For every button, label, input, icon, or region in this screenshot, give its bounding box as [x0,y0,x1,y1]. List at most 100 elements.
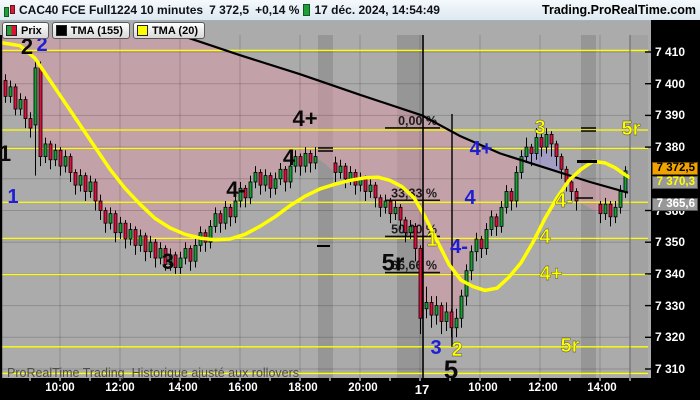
bull-candle [469,251,474,272]
tma20-swatch-icon [136,25,148,36]
bull-candle [434,305,439,316]
bull-candle [108,213,113,224]
bull-candle [168,254,173,265]
time-axis-label: 10:00 [45,382,75,394]
wave-label-1[interactable]: 1 [426,229,438,251]
bull-candle [338,165,343,173]
bull-candle [193,244,198,262]
wave-label-1[interactable]: 1 [7,186,18,208]
bear-candle [228,206,233,218]
wave-label-3[interactable]: 3 [534,117,546,139]
bull-candle [213,213,218,227]
legend-label: TMA (20) [151,24,198,37]
bear-candle [494,216,499,227]
bear-candle [418,248,423,319]
bull-candle [313,156,318,164]
bear-candle [268,175,273,189]
bear-candle [283,168,288,183]
bear-candle [98,200,103,211]
bull-candle [293,156,298,167]
bull-candle [444,311,449,322]
instrument-title: CAC40 FCE Full1224 10 minutes [19,3,204,17]
legend-chip-prix[interactable]: Prix [2,22,49,39]
bull-candle [8,86,13,97]
bear-candle [378,197,383,208]
legend: Prix TMA (155) TMA (20) [2,22,205,39]
bear-candle [133,229,138,246]
time-axis-label: 16:00 [228,382,258,394]
price-axis-label: 7 330 [655,298,686,313]
bull-candle [118,222,123,234]
bear-candle [373,184,378,199]
bear-candle [343,165,348,180]
bear-candle [258,172,263,186]
retracement-label: 66,66 % [391,259,437,273]
bear-candle [388,200,393,215]
wave-label-4[interactable]: 4 [464,187,476,209]
legend-label: Prix [21,24,42,37]
bear-candle [3,80,8,97]
wave-label-4minus[interactable]: 4- [226,177,246,202]
bear-candle [28,118,33,129]
wave-label-3[interactable]: 3 [430,337,441,359]
price-axis-label: 7 340 [655,266,686,281]
wave-label-3[interactable]: 3 [162,249,174,274]
wave-label-4plus[interactable]: 4+ [470,138,493,160]
last-price-box: 7 372,5 [652,161,698,175]
bull-candle [33,67,38,126]
axis-strip [630,35,648,378]
wave-label-1[interactable]: 1 [0,141,11,166]
bear-candle [509,191,514,202]
wave-label-4minus[interactable]: 4- [555,190,573,212]
bull-candle [18,99,23,110]
bear-candle [93,181,98,202]
wave-label-4plus[interactable]: 4+ [292,106,317,131]
tma20-line[interactable] [0,41,630,293]
bear-candle [363,178,368,192]
bear-candle [539,137,544,148]
bear-candle [598,203,603,215]
wave-label-5r[interactable]: 5r [621,118,641,140]
bear-candle [218,213,223,224]
wave-label-5r[interactable]: 5r [382,250,405,277]
time-axis-label: 12:00 [105,382,135,394]
bear-candle [554,143,559,158]
wave-label-5[interactable]: 5 [444,354,458,384]
last-price-text: 7 372,5 [209,3,250,17]
tma155-value-box: 7 365,6 [652,197,698,211]
bull-candle [273,178,278,189]
wave-label-4[interactable]: 4 [539,226,551,248]
bull-candle [128,229,133,240]
bull-candle [424,302,429,310]
bear-candle [569,181,574,192]
session-separators [317,35,597,378]
bear-candle [68,156,73,173]
brand-link[interactable]: Trading.ProRealTime.com [542,3,696,17]
wave-label-5r[interactable]: 5r [560,335,580,357]
prix-swatch-icon [6,25,17,36]
wave-label-2[interactable]: 2 [451,339,463,361]
wave-label-4minus[interactable]: 4- [450,236,468,258]
bear-candle [479,238,484,249]
bear-candle [559,156,564,170]
bull-candle [183,248,188,259]
legend-chip-tma-155-[interactable]: TMA (155) [51,22,130,39]
tma155-line[interactable] [0,0,629,194]
bear-candle [73,172,78,186]
title-bar: CAC40 FCE Full1224 10 minutes 7 372,5 +0… [0,0,700,21]
wave-label-2[interactable]: 2 [36,34,47,56]
bull-candle [383,200,388,208]
wave-label-2[interactable]: 2 [21,34,33,59]
bear-candle [608,203,613,218]
wave-label-4[interactable]: 4 [283,145,296,170]
bull-candle [43,143,48,158]
bear-candle [308,153,313,164]
wave-label-4plus[interactable]: 4+ [539,263,563,285]
legend-label: TMA (155) [70,24,123,37]
time-axis[interactable]: 10:00 12:00 14:00 16:00 18:00 20:00 17 10:00 12:… [0,378,700,400]
legend-chip-tma-20-[interactable]: TMA (20) [132,22,205,39]
bull-candle [263,175,268,186]
bull-candle [138,235,143,246]
